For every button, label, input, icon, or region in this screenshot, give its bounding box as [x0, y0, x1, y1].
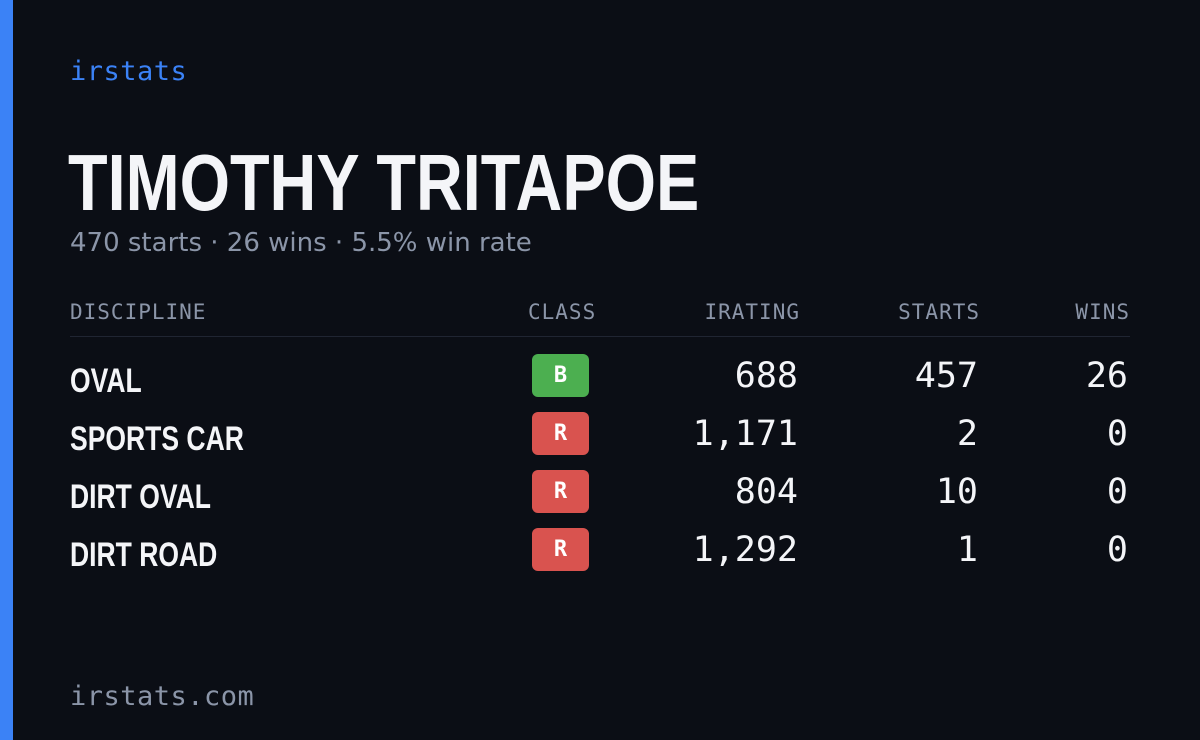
header-class: CLASS	[528, 300, 597, 324]
discipline-name: DIRT OVAL	[70, 478, 211, 516]
irating-value: 804	[734, 472, 798, 512]
table-row: SPORTS CAR R 1,171 2 0	[0, 412, 1200, 470]
discipline-name: DIRT ROAD	[70, 536, 218, 574]
table-row: DIRT ROAD R 1,292 1 0	[0, 528, 1200, 586]
irating-value: 1,171	[692, 414, 798, 454]
header-irating: IRATING	[704, 300, 800, 324]
discipline-name: SPORTS CAR	[70, 420, 244, 458]
driver-name: TIMOTHY TRITAPOE	[68, 138, 700, 227]
class-badge: R	[532, 412, 589, 455]
wins-value: 0	[1106, 472, 1128, 512]
header-starts: STARTS	[898, 300, 980, 324]
class-badge: B	[532, 354, 589, 397]
brand-logo: irstats	[70, 56, 188, 87]
irating-value: 688	[734, 356, 798, 396]
class-badge: R	[532, 528, 589, 571]
header-discipline: DISCIPLINE	[70, 300, 207, 324]
wins-value: 0	[1106, 530, 1128, 570]
accent-bar	[0, 0, 13, 740]
table-row: DIRT OVAL R 804 10 0	[0, 470, 1200, 528]
wins-value: 26	[1085, 356, 1128, 396]
wins-value: 0	[1106, 414, 1128, 454]
discipline-name: OVAL	[70, 362, 142, 400]
header-wins: WINS	[1075, 300, 1130, 324]
driver-summary: 470 starts · 26 wins · 5.5% win rate	[70, 228, 532, 258]
starts-value: 2	[956, 414, 978, 454]
starts-value: 1	[956, 530, 978, 570]
table-row: OVAL B 688 457 26	[0, 354, 1200, 412]
class-badge: R	[532, 470, 589, 513]
footer-url: irstats.com	[70, 681, 255, 712]
starts-value: 10	[935, 472, 978, 512]
header-divider	[70, 336, 1130, 337]
starts-value: 457	[914, 356, 978, 396]
irating-value: 1,292	[692, 530, 798, 570]
